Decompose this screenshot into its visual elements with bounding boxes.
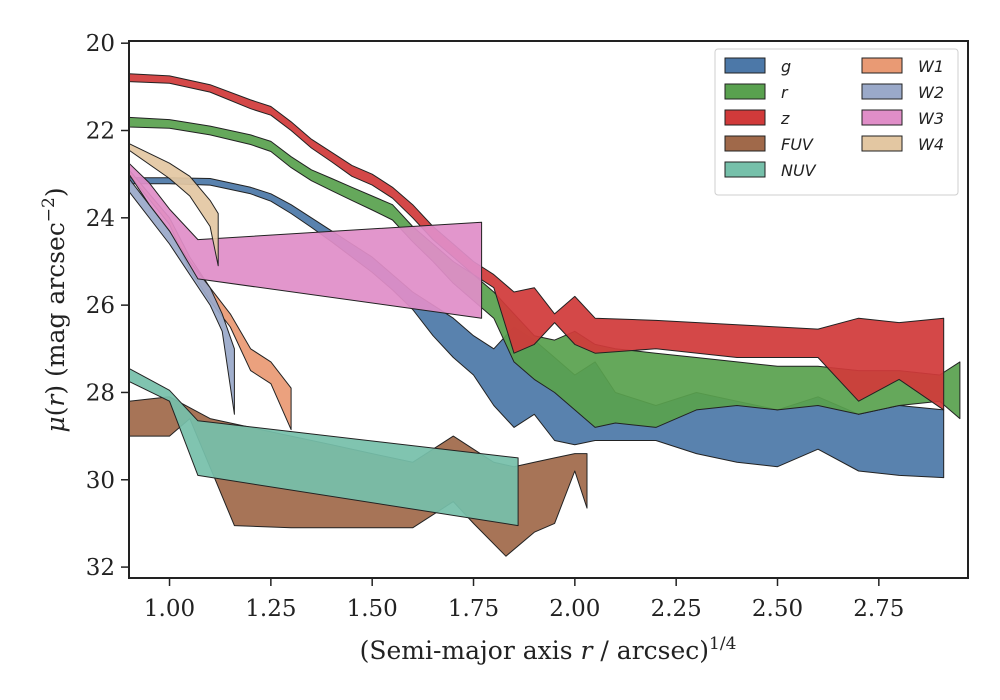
x-tick-label: 2.75 <box>853 596 904 622</box>
y-tick-label: 32 <box>86 555 115 581</box>
legend-label-g: g <box>781 57 791 76</box>
legend-swatch-nuv <box>724 161 766 178</box>
bands-layer <box>129 73 961 557</box>
x-axis-label: (Semi-major axis r / arcsec)1/4 <box>360 634 737 665</box>
legend-swatch-z <box>724 109 766 126</box>
y-tick-label: 28 <box>86 380 115 406</box>
legend-swatch-w4 <box>861 135 903 152</box>
x-tick-label: 1.25 <box>245 596 296 622</box>
plot-frame <box>128 40 969 579</box>
legend-swatch-g <box>724 57 766 74</box>
legend-label-w3: W3 <box>918 109 944 128</box>
legend-label-fuv: FUV <box>781 135 814 154</box>
y-tick-label: 30 <box>86 468 115 494</box>
legend-label-nuv: NUV <box>781 161 817 180</box>
x-tick-label: 2.25 <box>651 596 702 622</box>
legend-swatch-w2 <box>861 83 903 100</box>
band-nuv <box>129 367 519 527</box>
band-w3 <box>129 162 483 319</box>
band-r <box>129 116 961 428</box>
legend-label-w2: W2 <box>918 83 944 102</box>
legend-swatch-r <box>724 83 766 100</box>
band-w4 <box>129 143 219 267</box>
x-tick-label: 1.00 <box>144 596 195 622</box>
legend-label-r: r <box>781 83 789 102</box>
legend-label-w1: W1 <box>918 57 944 76</box>
band-z <box>129 73 945 411</box>
legend-label-w4: W4 <box>918 135 944 154</box>
y-tick-label: 22 <box>86 119 115 145</box>
legend: grz FUV NUV W1 W2 W3 W4 <box>714 48 959 196</box>
legend-swatch-w3 <box>861 109 903 126</box>
legend-swatch-w1 <box>861 57 903 74</box>
x-tick-label: 2.50 <box>752 596 803 622</box>
axes-layer: 1.00 1.25 1.50 1.75 2.00 2.25 2.50 2.75 20 22 24 26… <box>86 31 969 622</box>
legend-swatch-fuv <box>724 135 766 152</box>
y-tick-label: 20 <box>86 31 115 57</box>
x-tick-label: 2.00 <box>549 596 600 622</box>
x-tick-label: 1.50 <box>347 596 398 622</box>
axis-labels: (Semi-major axis r / arcsec)1/4 μ(r) (ma… <box>39 187 736 665</box>
legend-label-z: z <box>780 109 790 128</box>
y-tick-label: 24 <box>86 206 115 232</box>
x-tick-label: 1.75 <box>448 596 499 622</box>
y-tick-label: 26 <box>86 293 115 319</box>
y-axis-label: μ(r) (mag arcsec−2) <box>39 187 70 432</box>
